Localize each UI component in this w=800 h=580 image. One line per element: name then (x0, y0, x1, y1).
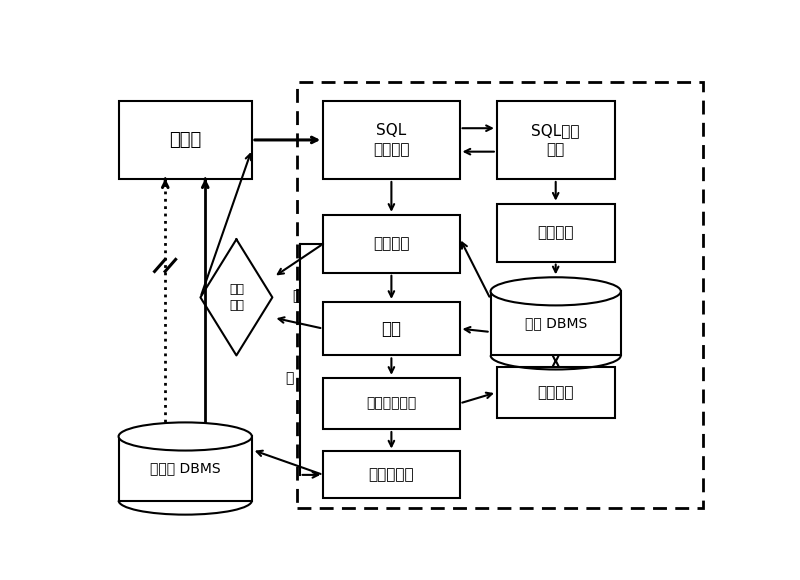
FancyBboxPatch shape (323, 302, 459, 356)
FancyBboxPatch shape (323, 451, 459, 498)
Text: 可信 DBMS: 可信 DBMS (525, 316, 587, 331)
Text: 日志回放: 日志回放 (538, 225, 574, 240)
Text: 对象映射: 对象映射 (373, 236, 410, 251)
Text: 记录校验生成: 记录校验生成 (366, 397, 417, 411)
FancyBboxPatch shape (490, 291, 621, 356)
Text: 加密: 加密 (382, 320, 402, 338)
Text: 密鑰管理: 密鑰管理 (538, 385, 574, 400)
Text: 错误
汇报: 错误 汇报 (229, 282, 244, 312)
FancyBboxPatch shape (323, 215, 459, 273)
FancyBboxPatch shape (497, 101, 614, 179)
Text: 数据包转发: 数据包转发 (369, 467, 414, 483)
FancyBboxPatch shape (323, 378, 459, 429)
Text: 写: 写 (292, 289, 300, 303)
Text: 读: 读 (285, 371, 294, 385)
Text: 客户端: 客户端 (169, 131, 202, 149)
Polygon shape (201, 240, 272, 356)
Text: SQL日志
缓存: SQL日志 缓存 (531, 123, 580, 157)
FancyBboxPatch shape (497, 204, 614, 262)
FancyBboxPatch shape (497, 367, 614, 418)
FancyBboxPatch shape (118, 437, 252, 501)
Ellipse shape (118, 422, 252, 451)
FancyBboxPatch shape (118, 101, 252, 179)
Ellipse shape (490, 277, 621, 306)
Text: SQL
语法分析: SQL 语法分析 (373, 123, 410, 157)
Text: 不可信 DBMS: 不可信 DBMS (150, 462, 221, 476)
FancyBboxPatch shape (323, 101, 459, 179)
